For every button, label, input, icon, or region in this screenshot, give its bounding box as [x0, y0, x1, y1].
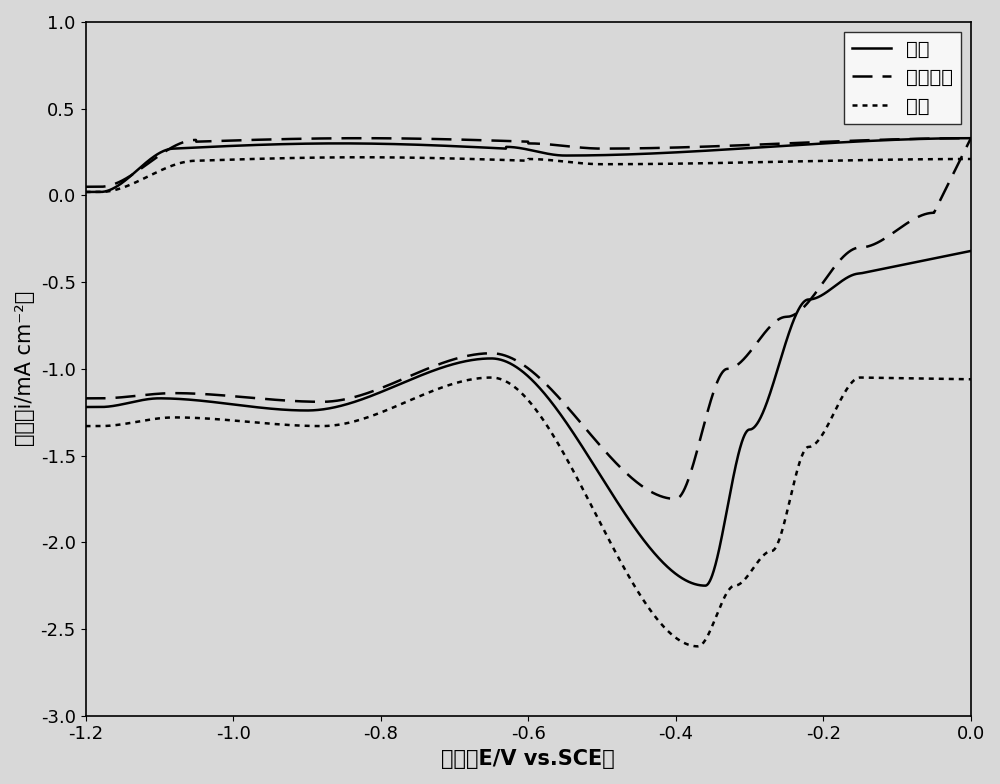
甲醇 [948, 154, 960, 164]
甲醇 [852, 155, 864, 165]
氧气 [457, 142, 469, 151]
一氧化碳 [180, 136, 192, 146]
Legend: 氧气, 一氧化碳, 甲醇: 氧气, 一氧化碳, 甲醇 [844, 31, 961, 124]
一氧化碳 [419, 134, 431, 143]
甲醇 [458, 154, 470, 163]
氧气 [947, 133, 959, 143]
一氧化碳 [233, 136, 245, 145]
氧气 [180, 143, 192, 153]
一氧化碳 [457, 135, 469, 144]
甲醇 [419, 153, 431, 162]
甲醇 [80, 187, 92, 197]
甲醇 [233, 154, 245, 164]
Y-axis label: 电流（i/mA cm⁻²）: 电流（i/mA cm⁻²） [15, 291, 35, 446]
氧气 [80, 187, 92, 197]
氧气 [233, 141, 245, 151]
一氧化碳 [80, 182, 92, 191]
氧气 [852, 136, 864, 146]
Line: 一氧化碳: 一氧化碳 [86, 138, 971, 187]
一氧化碳 [965, 133, 977, 143]
甲醇 [180, 157, 192, 166]
氧气 [419, 140, 431, 150]
氧气 [965, 133, 977, 143]
一氧化碳 [947, 133, 959, 143]
X-axis label: 电位（E/V vs.SCE）: 电位（E/V vs.SCE） [441, 749, 615, 769]
甲醇 [965, 154, 977, 164]
一氧化碳 [852, 136, 864, 145]
Line: 甲醇: 甲醇 [86, 158, 971, 192]
甲醇 [356, 153, 368, 162]
Line: 氧气: 氧气 [86, 138, 971, 192]
